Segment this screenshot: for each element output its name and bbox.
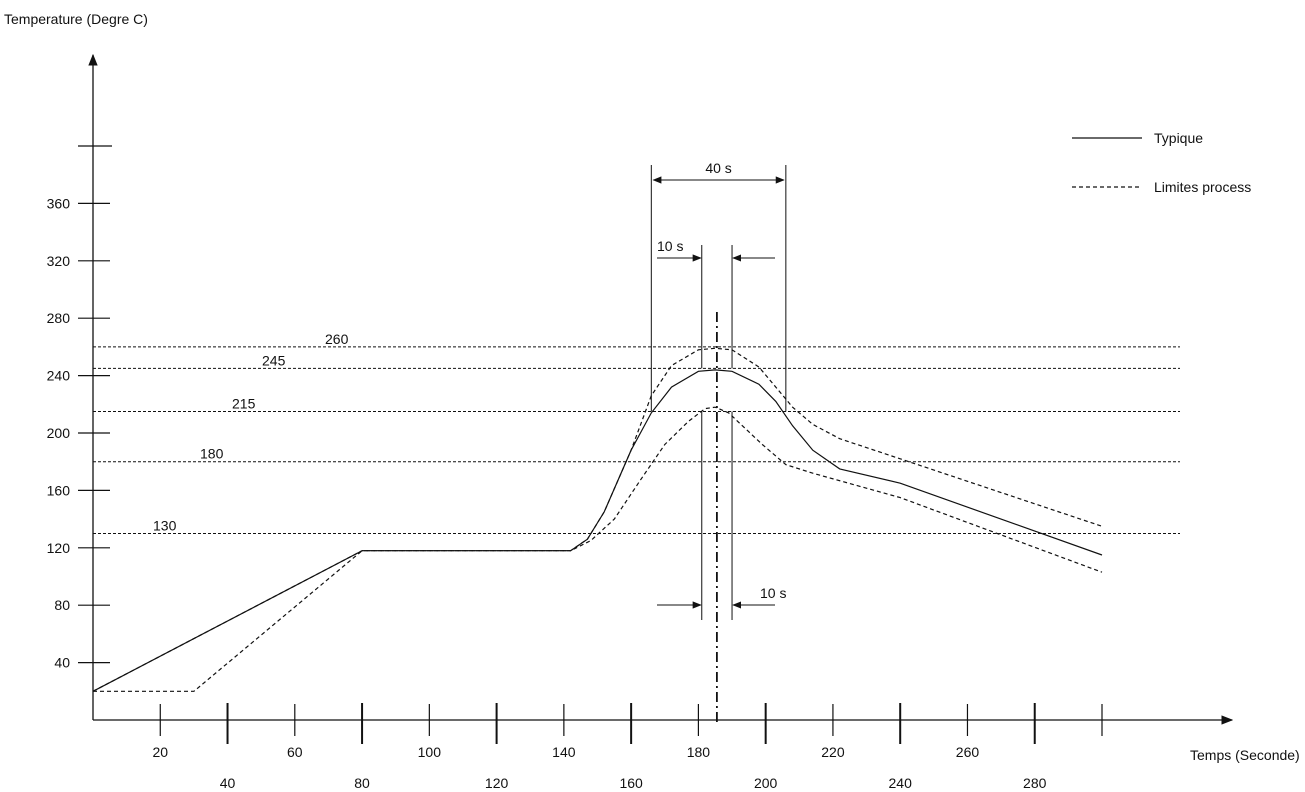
series-line-typique [92, 369, 1103, 692]
x-axis-title: Temps (Seconde) [1190, 747, 1300, 763]
dim-10s-top-label: 10 s [657, 238, 683, 254]
y-axis-title: Temperature (Degre C) [4, 11, 148, 27]
x-tick-label: 60 [287, 744, 303, 760]
x-tick-label: 80 [354, 775, 370, 791]
reference-line-label: 130 [153, 517, 177, 533]
x-tick-label: 120 [485, 775, 509, 791]
y-tick-label: 240 [47, 368, 71, 384]
x-tick-label: 20 [152, 744, 168, 760]
x-tick-label: 40 [220, 775, 236, 791]
series-line-limites [92, 347, 1103, 692]
y-tick-label: 280 [47, 310, 71, 326]
x-tick-label: 240 [889, 775, 913, 791]
dim-40s-label: 40 s [705, 160, 731, 176]
dim-10s-bottom-label: 10 s [760, 585, 786, 601]
x-tick-label: 260 [956, 744, 980, 760]
x-tick-label: 160 [619, 775, 643, 791]
x-tick-label: 180 [687, 744, 711, 760]
legend-label-typique: Typique [1154, 130, 1203, 146]
y-tick-label: 320 [47, 253, 71, 269]
y-tick-label: 80 [54, 597, 70, 613]
reference-line-label: 180 [200, 446, 224, 462]
reference-line-label: 215 [232, 395, 256, 411]
x-tick-label: 140 [552, 744, 576, 760]
y-tick-label: 120 [47, 540, 71, 556]
y-tick-label: 160 [47, 482, 71, 498]
y-tick-label: 360 [47, 195, 71, 211]
reference-line-label: 245 [262, 352, 286, 368]
x-tick-label: 220 [821, 744, 845, 760]
series-line-limites [93, 406, 1103, 692]
y-tick-label: 200 [47, 425, 71, 441]
x-tick-label: 200 [754, 775, 778, 791]
reference-line-label: 260 [325, 331, 349, 347]
legend-label-limites: Limites process [1154, 179, 1251, 195]
legend: Typique Limites process [1072, 130, 1251, 195]
x-tick-label: 100 [418, 744, 442, 760]
x-tick-label: 280 [1023, 775, 1047, 791]
y-tick-label: 40 [54, 655, 70, 671]
